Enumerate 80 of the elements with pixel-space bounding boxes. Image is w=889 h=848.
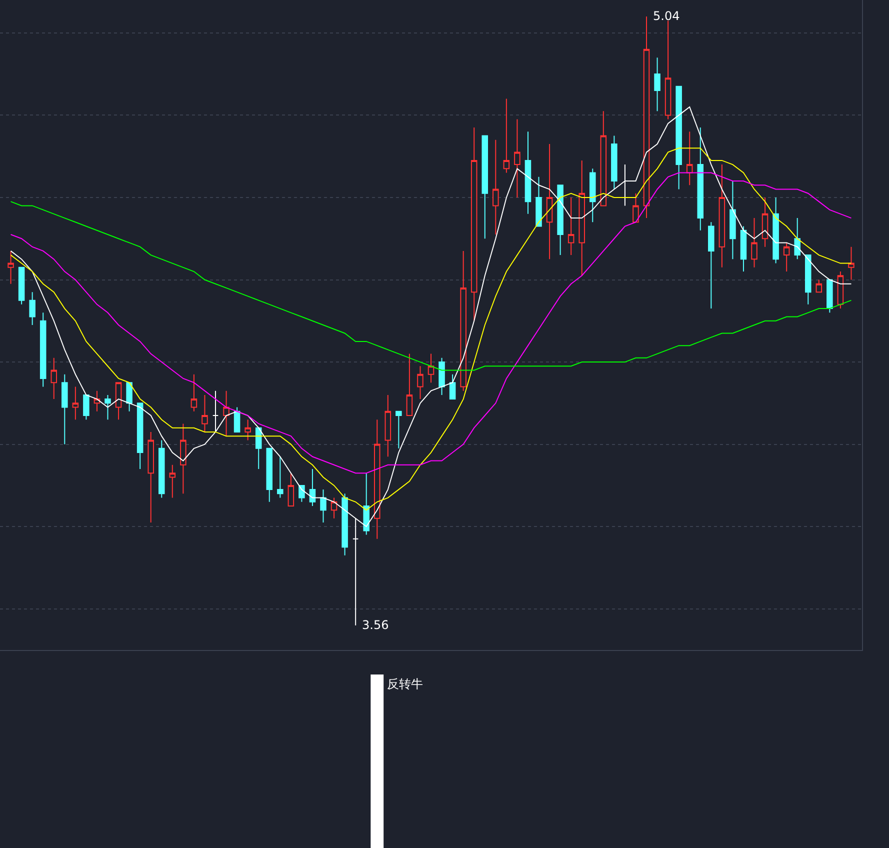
candlestick — [363, 472, 370, 536]
candlestick — [460, 250, 466, 392]
candlestick — [342, 493, 348, 556]
candlestick — [417, 366, 424, 400]
candlestick — [654, 57, 660, 112]
candlestick — [18, 266, 25, 305]
candlestick — [708, 222, 714, 310]
candlestick — [730, 180, 736, 260]
candlestick — [783, 242, 790, 272]
candlestick — [804, 254, 812, 305]
annotation: 3.56 — [362, 618, 389, 632]
candlestick — [546, 143, 553, 260]
candlestick — [524, 131, 532, 214]
candlestick — [676, 86, 682, 190]
candlestick — [794, 218, 800, 260]
candlestick — [83, 394, 90, 420]
candlestick — [40, 312, 46, 388]
candlestick — [578, 160, 585, 276]
candlestick — [266, 448, 273, 502]
candlestick — [396, 410, 402, 449]
candlestick — [697, 127, 704, 231]
candlestick — [223, 390, 230, 437]
candlestick — [169, 464, 176, 498]
candlestick — [503, 98, 510, 174]
candlestick — [136, 402, 144, 470]
candlestick — [772, 196, 779, 264]
candlestick — [428, 353, 434, 384]
annotation: 反转牛 — [387, 677, 423, 691]
candlestick — [115, 382, 122, 420]
candlestick — [255, 427, 262, 470]
candlestick — [664, 20, 672, 120]
candlestick — [826, 279, 833, 314]
candlestick — [470, 127, 478, 322]
candlestick — [557, 184, 564, 256]
candlestick — [234, 406, 240, 432]
candlestick — [104, 394, 111, 420]
candlestick — [622, 164, 628, 206]
candlestick — [848, 246, 854, 280]
candlestick — [277, 456, 284, 498]
candlestick — [762, 196, 768, 248]
candlestick — [718, 164, 726, 268]
candlestick — [611, 135, 618, 190]
candlestick — [212, 390, 219, 432]
annotation: 5.04 — [653, 9, 680, 23]
candlestick — [514, 118, 520, 198]
candlestick — [384, 394, 392, 458]
candlestick — [374, 419, 380, 540]
candlestick — [330, 497, 338, 519]
candlestick — [492, 139, 499, 235]
candlestick — [190, 374, 198, 412]
candlestick — [482, 135, 488, 240]
candlestick — [643, 16, 650, 219]
candlestick — [406, 353, 413, 416]
candlestick — [600, 110, 607, 206]
candlestick — [62, 374, 68, 445]
candlestick — [202, 394, 208, 432]
candlestick — [438, 357, 445, 396]
candlestick — [740, 226, 747, 272]
candlestick — [50, 357, 58, 400]
candlestick — [816, 279, 822, 293]
candlestick — [686, 131, 693, 186]
candlestick — [72, 386, 79, 420]
candlestick — [632, 192, 639, 223]
candlestick — [148, 431, 154, 523]
candlestick — [29, 292, 36, 326]
candlestick — [288, 472, 294, 507]
candlestick — [589, 168, 596, 223]
candlestick — [320, 489, 326, 523]
candlestick — [837, 271, 844, 310]
candlestick — [751, 218, 758, 268]
candlestick — [94, 390, 100, 412]
candlestick — [309, 468, 316, 507]
candlestick — [126, 382, 132, 412]
candlestick — [158, 440, 165, 498]
candlestick — [568, 196, 574, 256]
candlestick — [244, 419, 251, 441]
candlestick — [180, 423, 186, 494]
candlestick — [8, 250, 14, 284]
candlestick — [449, 374, 456, 400]
candlestick — [536, 176, 542, 227]
